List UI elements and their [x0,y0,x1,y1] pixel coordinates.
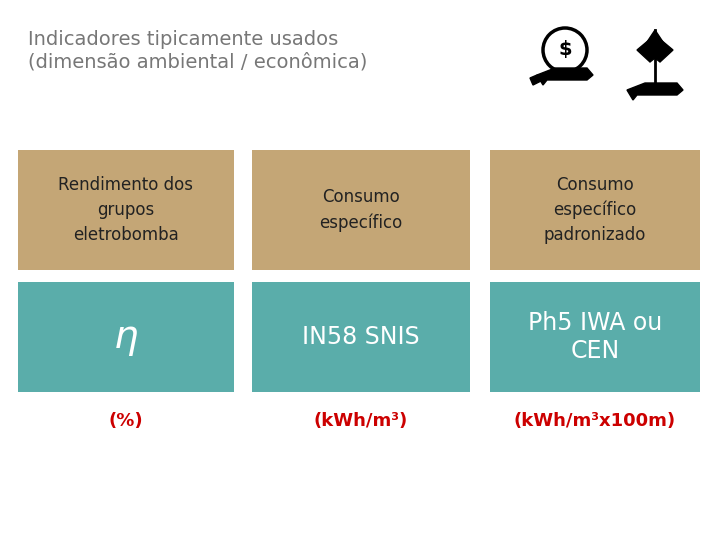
Polygon shape [637,35,655,62]
FancyBboxPatch shape [252,282,470,392]
Text: Indicadores tipicamente usados: Indicadores tipicamente usados [28,30,338,49]
Text: η: η [114,318,138,356]
Text: Consumo
específico: Consumo específico [320,188,402,232]
FancyBboxPatch shape [490,282,700,392]
Polygon shape [627,83,683,100]
FancyBboxPatch shape [490,150,700,270]
Text: (%): (%) [109,412,143,430]
Text: Consumo
específico
padronizado: Consumo específico padronizado [544,176,646,245]
Polygon shape [530,75,543,85]
Text: (kWh/m³): (kWh/m³) [314,412,408,430]
FancyBboxPatch shape [252,150,470,270]
Text: Ph5 IWA ou
CEN: Ph5 IWA ou CEN [528,311,662,363]
Polygon shape [537,68,593,85]
Polygon shape [645,30,665,45]
Polygon shape [655,35,673,62]
Text: (kWh/m³x100m): (kWh/m³x100m) [514,412,676,430]
Text: (dimensão ambiental / econômica): (dimensão ambiental / econômica) [28,52,367,71]
Text: Rendimento dos
grupos
eletrobomba: Rendimento dos grupos eletrobomba [58,176,194,244]
FancyBboxPatch shape [18,150,234,270]
Text: IN58 SNIS: IN58 SNIS [302,325,420,349]
Text: $: $ [558,40,572,59]
FancyBboxPatch shape [18,282,234,392]
